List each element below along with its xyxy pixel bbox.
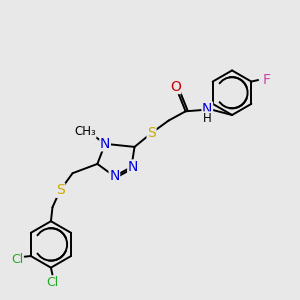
Text: N: N	[100, 137, 110, 151]
Text: O: O	[170, 80, 181, 94]
Text: N: N	[109, 169, 120, 183]
Text: S: S	[56, 183, 64, 197]
Text: N: N	[128, 160, 138, 174]
Text: H: H	[203, 112, 212, 125]
Text: F: F	[262, 73, 270, 87]
Text: S: S	[147, 126, 156, 140]
Text: Cl: Cl	[11, 253, 23, 266]
Text: Cl: Cl	[46, 276, 59, 289]
Text: N: N	[202, 102, 212, 116]
Text: CH₃: CH₃	[74, 125, 96, 138]
